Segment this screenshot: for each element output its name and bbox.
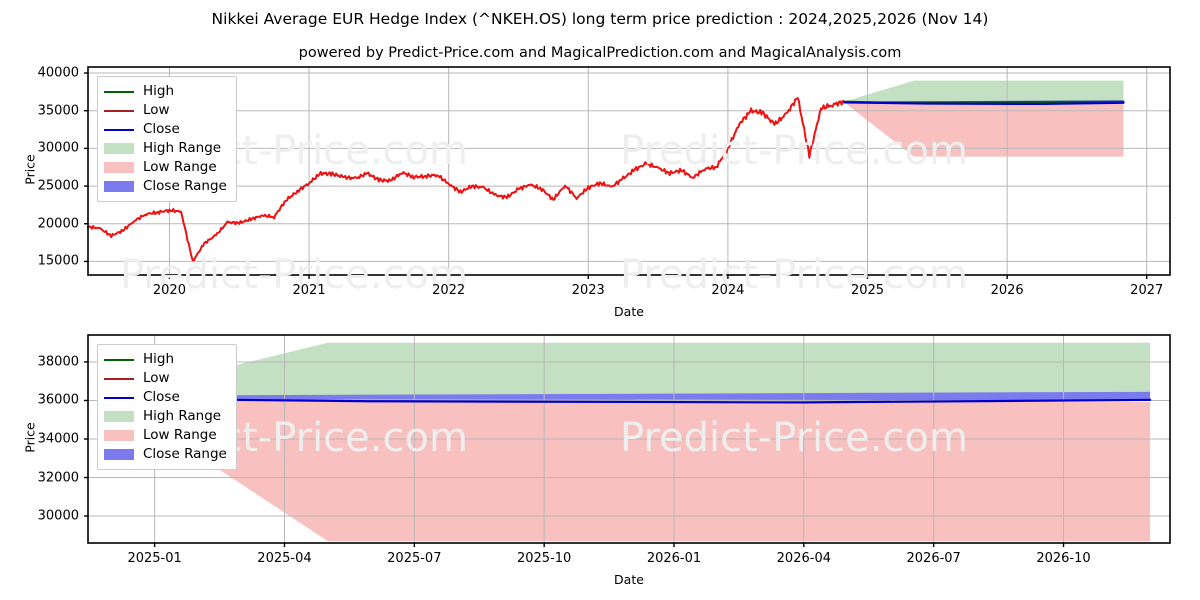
bottom-xtick-label: 2026-07 bbox=[906, 551, 961, 566]
top-series-close bbox=[843, 101, 1125, 106]
legend-item-close: Close bbox=[104, 388, 228, 407]
legend-swatch-close-icon bbox=[104, 391, 134, 405]
legend-label: Low bbox=[143, 101, 170, 118]
legend-item-high: High bbox=[104, 350, 228, 369]
watermark-text: Predict-Price.com bbox=[620, 415, 968, 461]
top-ytick-label: 40000 bbox=[37, 65, 79, 81]
legend-item-close-range: Close Range bbox=[104, 445, 228, 464]
legend-label: Low Range bbox=[143, 426, 217, 443]
top-ytick-label: 15000 bbox=[37, 253, 79, 269]
chart-title: Nikkei Average EUR Hedge Index (^NKEH.OS… bbox=[211, 10, 989, 28]
top-band-high-range bbox=[844, 80, 1124, 103]
bottom-axes-frame bbox=[87, 334, 1171, 544]
top-xtick-label: 2025 bbox=[850, 283, 885, 298]
legend-item-close: Close bbox=[104, 120, 228, 139]
bottom-xtick-label: 2025-10 bbox=[516, 551, 572, 566]
legend-swatch-low-range-icon bbox=[104, 162, 134, 173]
legend-item-close-range: Close Range bbox=[104, 177, 228, 196]
top-xtick-label: 2023 bbox=[571, 283, 605, 298]
watermark-text: Predict-Price.com bbox=[620, 128, 968, 174]
top-yaxis-title: Price bbox=[22, 154, 38, 185]
bottom-ytick-label: 38000 bbox=[37, 354, 79, 370]
chart-subtitle: powered by Predict-Price.com and Magical… bbox=[298, 45, 902, 61]
watermark-text: Predict-Price.com bbox=[620, 252, 968, 298]
legend-item-high: High bbox=[104, 82, 228, 101]
bottom-yaxis-title: Price bbox=[22, 422, 38, 453]
bottom-band-high-range bbox=[111, 342, 1151, 398]
legend-swatch-high-icon bbox=[104, 85, 134, 99]
bottom-xtick-label: 2026-01 bbox=[646, 551, 702, 566]
legend-swatch-low-icon bbox=[104, 104, 134, 118]
top-band-low-range bbox=[844, 102, 1124, 157]
legend-item-high-range: High Range bbox=[104, 407, 228, 426]
top-band-close-range bbox=[844, 100, 1124, 103]
legend-swatch-high-icon bbox=[104, 353, 134, 367]
top-axes-frame bbox=[87, 66, 1171, 276]
legend-label: Close bbox=[143, 120, 180, 137]
top-plot-background bbox=[88, 67, 1170, 275]
legend-label: High Range bbox=[143, 139, 222, 156]
top-ytick-label: 35000 bbox=[37, 103, 79, 119]
bottom-xtick-label: 2026-04 bbox=[776, 551, 831, 566]
bottom-plot-background bbox=[88, 335, 1170, 543]
legend-swatch-low-icon bbox=[104, 372, 134, 386]
top-xtick-label: 2021 bbox=[292, 283, 326, 298]
legend-label: High bbox=[143, 82, 175, 99]
bottom-ytick-label: 34000 bbox=[37, 431, 79, 447]
legend-swatch-close-range-icon bbox=[104, 181, 134, 192]
top-xtick-label: 2020 bbox=[152, 283, 186, 298]
top-xtick-label: 2026 bbox=[990, 283, 1024, 298]
legend-item-low-range: Low Range bbox=[104, 158, 228, 177]
legend-item-low: Low bbox=[104, 101, 228, 120]
legend-label: Close Range bbox=[143, 445, 227, 462]
top-ytick-label: 30000 bbox=[37, 140, 79, 156]
legend-item-high-range: High Range bbox=[104, 139, 228, 158]
legend-bottom-chart: High Low Close High Range Low Range Close Ran… bbox=[97, 344, 237, 470]
top-xaxis-title: Date bbox=[614, 304, 644, 319]
top-ytick-label: 25000 bbox=[37, 178, 79, 194]
legend-label: Close Range bbox=[143, 177, 227, 194]
bottom-xtick-label: 2025-04 bbox=[257, 551, 312, 566]
bottom-xtick-label: 2025-01 bbox=[127, 551, 182, 566]
bottom-xtick-label: 2026-10 bbox=[1036, 551, 1091, 566]
bottom-band-low-range bbox=[111, 398, 1151, 542]
legend-swatch-close-range-icon bbox=[104, 449, 134, 460]
legend-swatch-close-icon bbox=[104, 123, 134, 137]
bottom-xtick-label: 2025-07 bbox=[387, 551, 442, 566]
bottom-ytick-label: 32000 bbox=[37, 470, 79, 486]
legend-label: Low Range bbox=[143, 158, 217, 175]
bottom-band-close-range bbox=[111, 391, 1151, 401]
legend-label: Close bbox=[143, 388, 180, 405]
legend-label: High bbox=[143, 350, 175, 367]
legend-swatch-low-range-icon bbox=[104, 430, 134, 441]
top-series-high bbox=[843, 100, 1125, 104]
bottom-ytick-label: 36000 bbox=[37, 392, 79, 408]
legend-top-chart: High Low Close High Range Low Range Close Ran… bbox=[97, 76, 237, 202]
top-xtick-label: 2022 bbox=[432, 283, 466, 298]
bottom-series-close bbox=[110, 397, 1152, 404]
bottom-ytick-label: 30000 bbox=[37, 508, 79, 524]
legend-label: Low bbox=[143, 369, 170, 386]
bottom-xaxis-title: Date bbox=[614, 572, 644, 587]
top-ytick-label: 20000 bbox=[37, 216, 79, 232]
legend-swatch-high-range-icon bbox=[104, 143, 134, 154]
legend-item-low: Low bbox=[104, 369, 228, 388]
top-xtick-label: 2027 bbox=[1130, 283, 1164, 298]
legend-label: High Range bbox=[143, 407, 222, 424]
top-xtick-label: 2024 bbox=[711, 283, 745, 298]
legend-item-low-range: Low Range bbox=[104, 426, 228, 445]
legend-swatch-high-range-icon bbox=[104, 411, 134, 422]
